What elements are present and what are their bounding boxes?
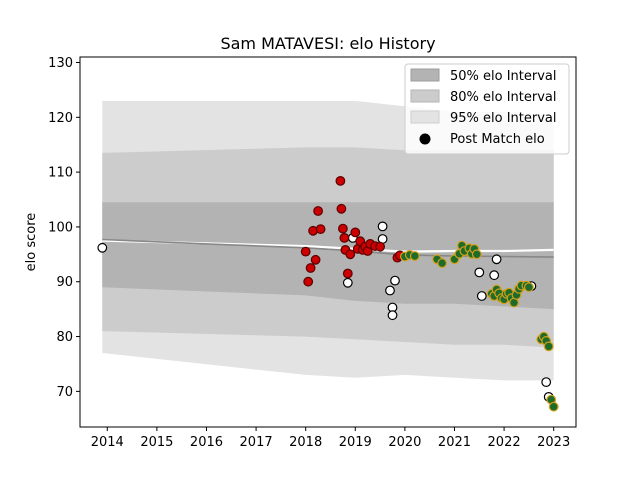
post-match-point <box>303 276 314 287</box>
post-match-point <box>313 206 324 216</box>
post-match-point <box>300 246 311 257</box>
x-tick-label: 2019 <box>339 435 372 450</box>
post-match-point <box>342 268 353 279</box>
y-tick-label: 70 <box>56 385 73 400</box>
post-match-point <box>437 258 448 269</box>
post-match-point <box>471 249 482 260</box>
post-match-point <box>541 377 552 388</box>
post-match-point <box>97 242 108 253</box>
post-match-point <box>377 221 388 232</box>
legend-swatch-80 <box>410 89 440 103</box>
y-axis-ticks: 70 80 90 100 110 120 130 <box>48 56 80 400</box>
post-match-point <box>375 241 386 252</box>
legend-swatch-95 <box>410 110 440 124</box>
x-tick-label: 2016 <box>190 435 223 450</box>
post-match-point <box>409 251 420 261</box>
post-match-point <box>474 267 485 278</box>
post-match-point <box>491 254 502 265</box>
post-match-point <box>339 232 350 243</box>
post-match-point <box>387 310 398 321</box>
x-tick-label: 2017 <box>240 435 273 450</box>
post-match-point <box>342 277 353 288</box>
post-match-point <box>305 263 316 273</box>
legend-swatch-50 <box>410 68 440 82</box>
x-tick-label: 2015 <box>140 435 173 450</box>
legend-label-50: 50% elo Interval <box>450 69 557 84</box>
post-match-point <box>336 203 347 214</box>
x-tick-label: 2021 <box>438 435 471 450</box>
y-tick-label: 120 <box>48 111 73 126</box>
y-tick-label: 100 <box>48 220 73 235</box>
post-match-point <box>350 227 361 238</box>
band-50 <box>102 202 554 310</box>
legend-label-80: 80% elo Interval <box>450 90 557 105</box>
post-match-points <box>97 175 559 412</box>
x-tick-label: 2022 <box>488 435 521 450</box>
legend-label-95: 95% elo Interval <box>450 111 557 126</box>
plot-frame <box>79 56 577 428</box>
x-tick-label: 2014 <box>91 435 124 450</box>
x-axis-ticks: 2014 2015 2016 2017 2018 2019 2020 2021 2022 2023 <box>91 427 570 450</box>
post-match-point <box>345 249 356 260</box>
x-tick-label: 2023 <box>537 435 570 450</box>
legend-box <box>404 63 570 155</box>
x-tick-label: 2020 <box>388 435 421 450</box>
chart-title: Sam MATAVESI: elo History <box>220 34 435 53</box>
post-match-point <box>335 175 346 186</box>
y-tick-label: 110 <box>48 166 73 181</box>
post-match-point <box>548 401 559 412</box>
post-match-point <box>338 223 348 234</box>
post-match-point <box>390 275 400 286</box>
post-match-point <box>315 224 326 235</box>
y-tick-label: 80 <box>56 330 73 345</box>
post-match-point <box>489 270 500 281</box>
legend-marker-icon <box>419 133 431 145</box>
legend: 50% elo Interval 80% elo Interval 95% el… <box>404 63 570 155</box>
y-tick-label: 130 <box>48 56 73 71</box>
legend-label-post-match: Post Match elo <box>450 132 545 147</box>
post-match-point <box>310 254 321 265</box>
post-match-point <box>524 282 534 293</box>
y-tick-label: 90 <box>56 275 73 290</box>
x-tick-label: 2018 <box>289 435 322 450</box>
y-axis-label: elo score <box>24 213 39 272</box>
post-match-point <box>543 341 554 352</box>
post-match-point <box>476 291 487 301</box>
post-match-point <box>385 285 395 296</box>
